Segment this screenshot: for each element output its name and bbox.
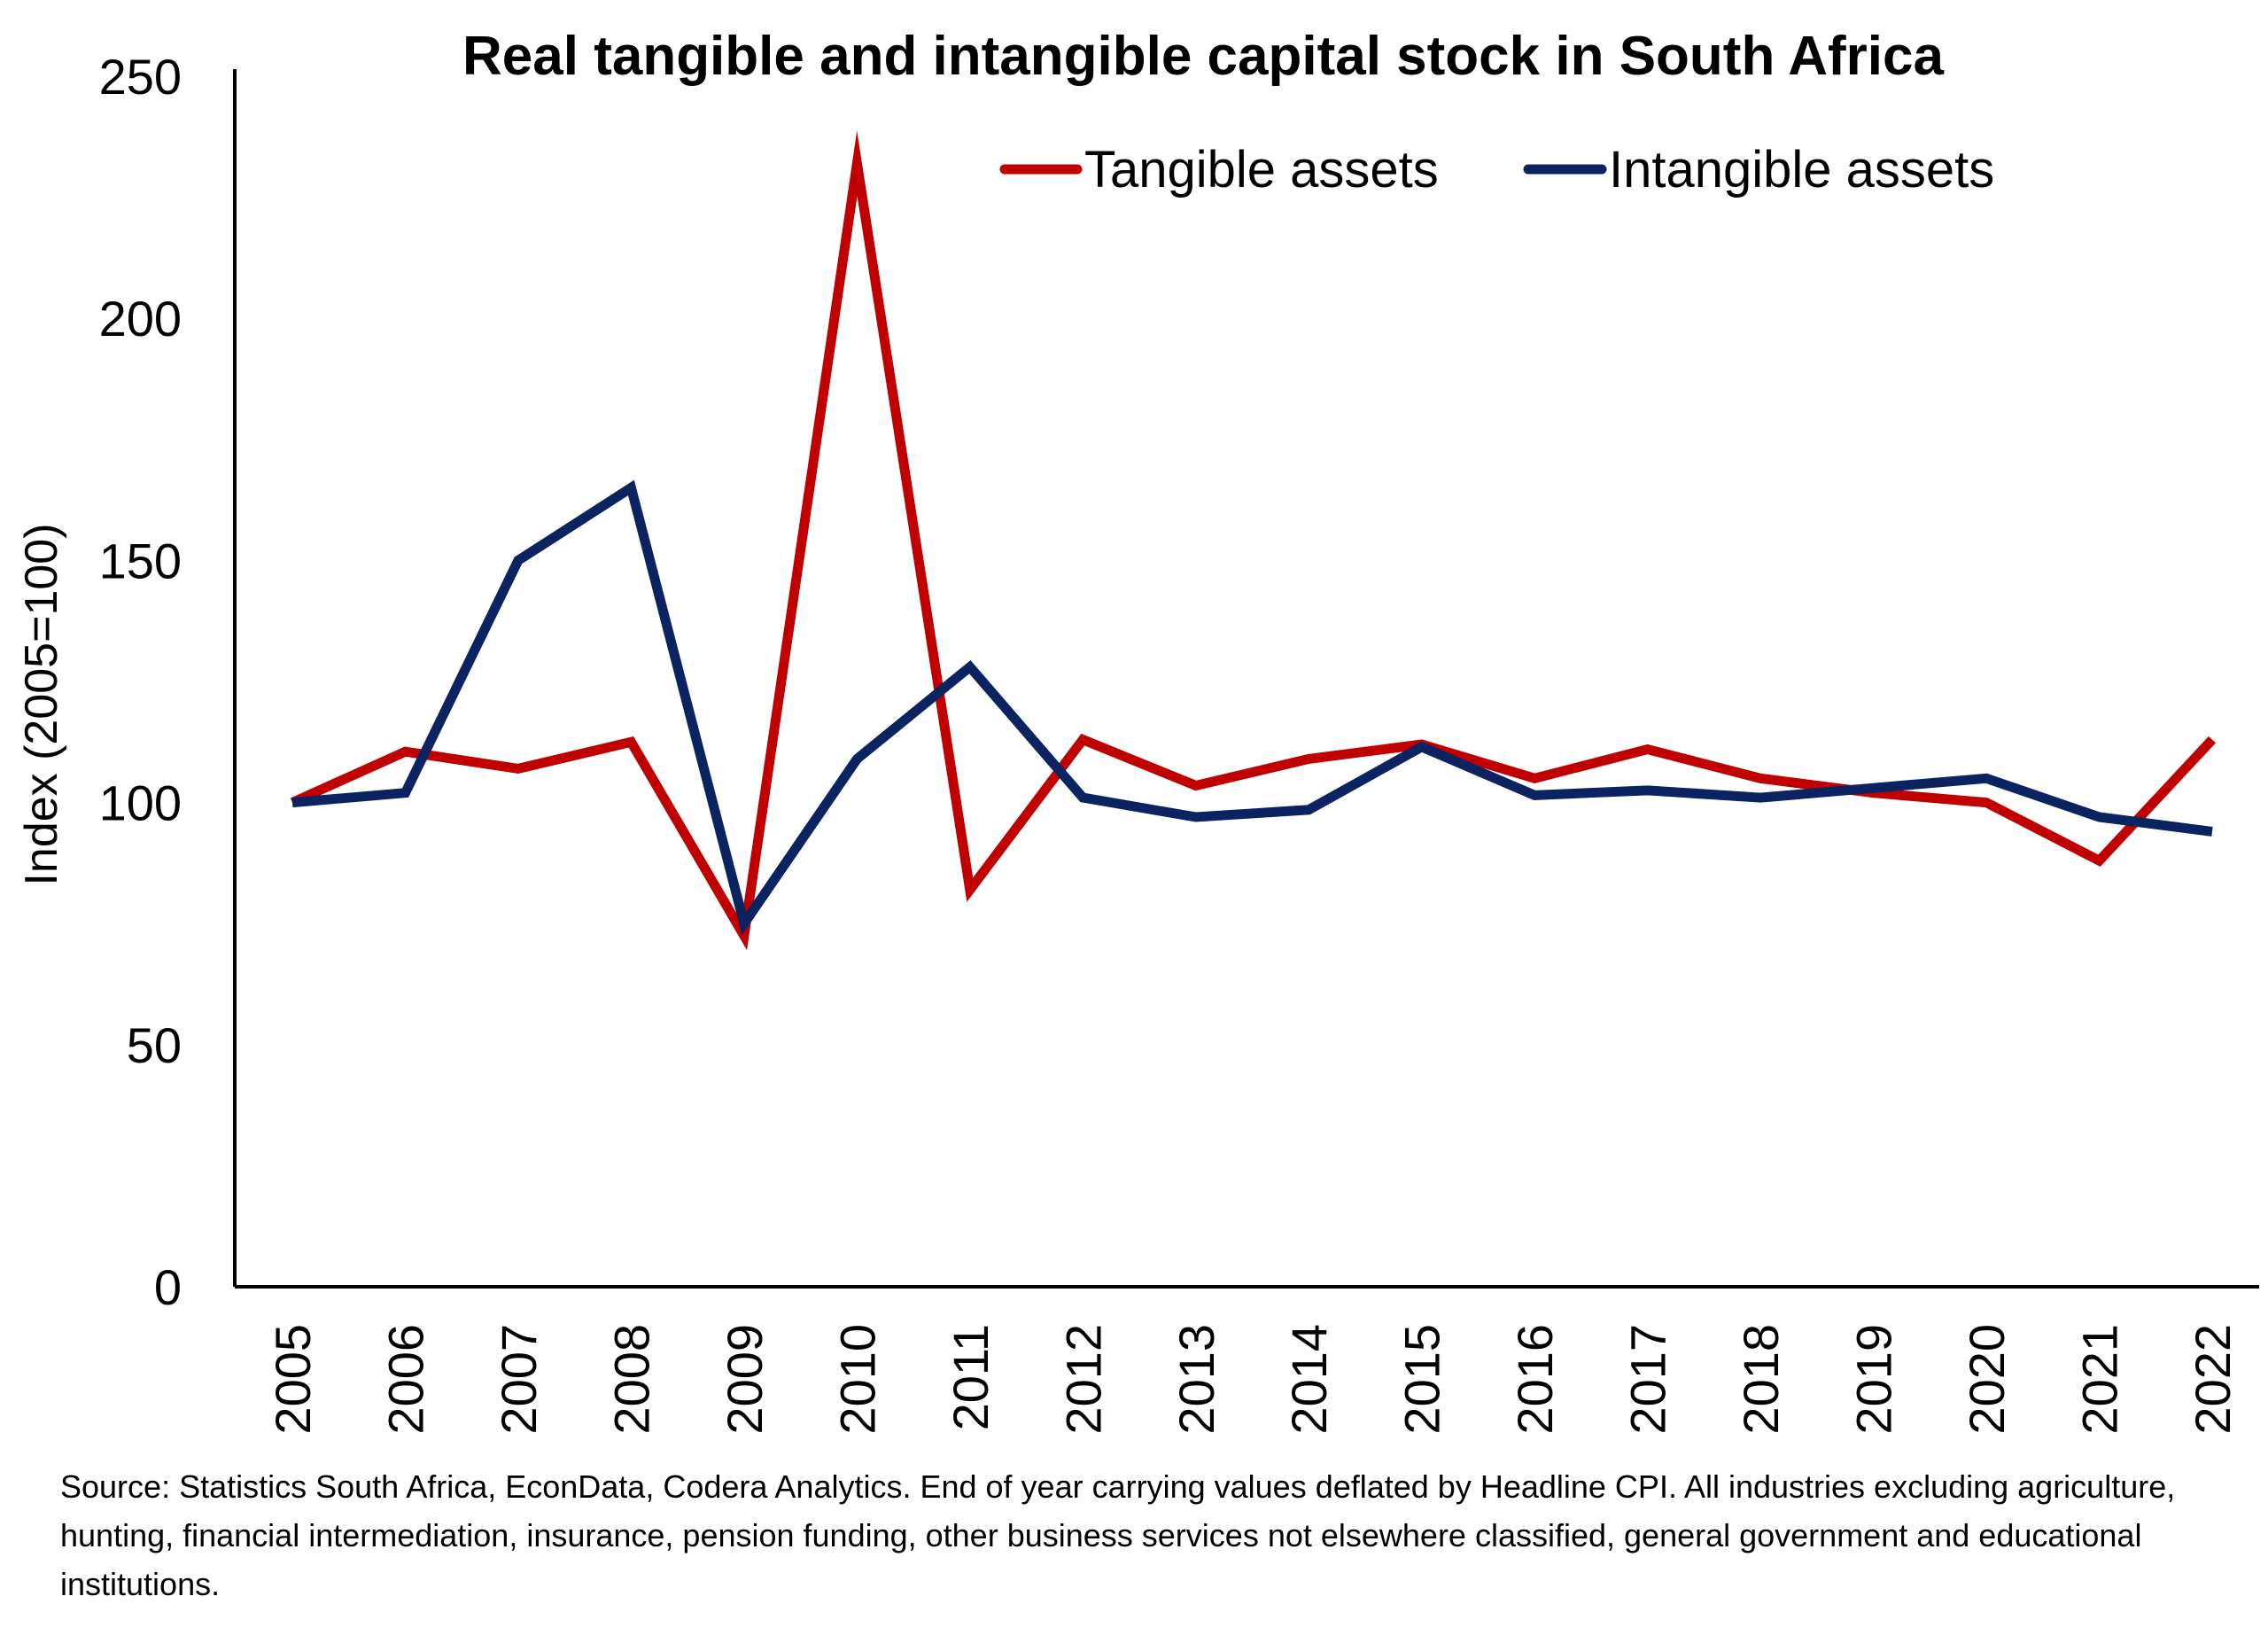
x-tick-label: 2012 xyxy=(1055,1324,1111,1435)
y-tick-label: 50 xyxy=(127,1017,182,1073)
y-tick-label: 250 xyxy=(99,49,182,105)
legend-label-intangible-assets: Intangible assets xyxy=(1609,141,1994,199)
y-tick-label: 0 xyxy=(154,1259,182,1315)
x-tick-label: 2006 xyxy=(377,1324,433,1435)
x-tick-label: 2009 xyxy=(717,1324,773,1435)
x-tick-label: 2016 xyxy=(1507,1324,1563,1435)
series-lines xyxy=(290,130,2217,951)
legend-label-tangible-assets: Tangible assets xyxy=(1084,141,1439,199)
series-line-tangible-assets xyxy=(290,130,2217,951)
x-tick-label: 2005 xyxy=(265,1324,321,1435)
x-tick-label: 2019 xyxy=(1846,1324,1902,1435)
legend: Tangible assets Intangible assets xyxy=(999,141,1994,199)
y-axis-label: Index (2005=100) xyxy=(16,523,67,885)
x-tick-label: 2021 xyxy=(2072,1324,2128,1435)
x-tick-label: 2014 xyxy=(1281,1324,1337,1435)
y-tick-label: 200 xyxy=(99,291,182,347)
x-tick-label: 2022 xyxy=(2185,1324,2241,1435)
x-tick-label: 2008 xyxy=(603,1324,659,1435)
x-tick-label: 2020 xyxy=(1959,1324,2015,1435)
x-tick-label: 2013 xyxy=(1169,1324,1224,1435)
x-tick-label: 2011 xyxy=(943,1324,998,1430)
x-tick-label: 2015 xyxy=(1394,1324,1450,1435)
chart-title: Real tangible and intangible capital sto… xyxy=(462,26,1944,87)
y-tick-label: 100 xyxy=(99,775,182,831)
x-tick-label: 2010 xyxy=(829,1324,885,1435)
y-axis-ticks: 0 50 100 150 200 250 xyxy=(99,49,182,1315)
source-note: Source: Statistics South Africa, EconDat… xyxy=(60,1468,2176,1602)
x-tick-label: 2018 xyxy=(1733,1324,1789,1435)
x-tick-label: 2017 xyxy=(1620,1324,1676,1435)
x-tick-label: 2007 xyxy=(491,1324,547,1435)
y-tick-label: 150 xyxy=(99,533,182,588)
series-line-intangible-assets xyxy=(291,479,2213,936)
x-axis-ticks: 2005 2006 2007 2008 2009 2010 2011 2012 2013 2014… xyxy=(265,1324,2241,1435)
line-chart: Real tangible and intangible capital sto… xyxy=(16,26,2259,1435)
